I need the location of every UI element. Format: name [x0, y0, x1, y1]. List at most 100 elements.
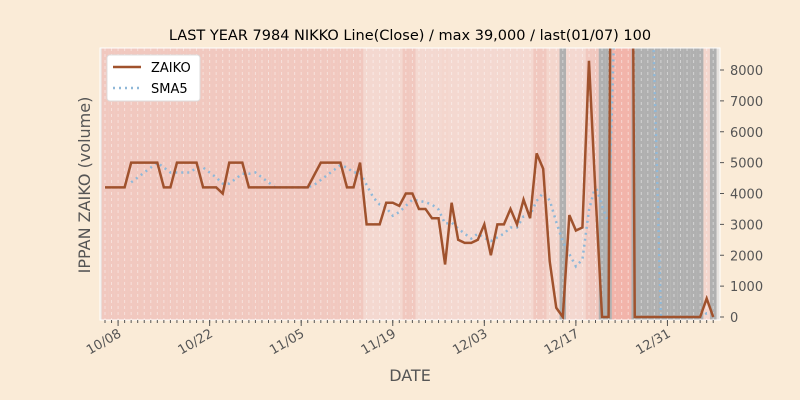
day-band	[670, 48, 678, 320]
day-band	[638, 48, 645, 320]
y-tick-label: 8000	[730, 64, 763, 79]
day-band	[297, 48, 305, 320]
legend: ZAIKO SMA5	[106, 54, 201, 102]
day-band	[317, 48, 325, 320]
day-band	[428, 48, 436, 320]
day-band	[546, 48, 554, 320]
day-band	[147, 48, 155, 320]
day-band	[552, 48, 560, 320]
day-band	[664, 48, 671, 320]
day-band	[657, 48, 665, 320]
day-band	[304, 48, 312, 320]
day-band	[369, 48, 377, 320]
day-band	[572, 48, 580, 320]
day-band	[402, 48, 410, 320]
x-tick-label: 11/05	[267, 326, 307, 358]
x-tick-label: 10/08	[84, 326, 124, 358]
day-band	[598, 48, 606, 320]
day-band	[611, 48, 619, 320]
sma5-line	[130, 48, 714, 319]
y-tick-label: 0	[730, 311, 738, 326]
day-band	[559, 48, 567, 320]
day-band	[376, 48, 384, 320]
day-band	[330, 48, 338, 320]
day-band	[101, 48, 109, 320]
day-band	[180, 48, 187, 320]
day-band	[454, 48, 462, 320]
day-band	[533, 48, 540, 320]
chart-title: LAST YEAR 7984 NIKKO Line(Close) / max 3…	[169, 28, 651, 44]
y-tick-label: 2000	[730, 249, 763, 264]
day-band	[134, 48, 142, 320]
day-band	[114, 48, 122, 320]
day-band	[206, 48, 213, 320]
day-band	[651, 48, 658, 320]
day-band	[311, 48, 318, 320]
day-band	[415, 48, 423, 320]
day-band	[448, 48, 455, 320]
day-band	[389, 48, 397, 320]
plot-frame	[99, 47, 721, 321]
day-band	[154, 48, 161, 320]
day-band	[677, 48, 684, 320]
x-tick-label: 12/03	[450, 326, 490, 358]
day-band	[278, 48, 285, 320]
y-axis-label: IPPAN ZAIKO (volume)	[75, 97, 94, 274]
day-band	[683, 48, 691, 320]
y-tick-label: 3000	[730, 218, 763, 233]
day-band	[507, 48, 514, 320]
day-band	[173, 48, 181, 320]
day-band	[435, 48, 442, 320]
day-band	[239, 48, 246, 320]
day-band	[232, 48, 240, 320]
day-band	[324, 48, 331, 320]
x-tick-label: 12/31	[633, 326, 673, 358]
zaiko-line	[105, 48, 715, 320]
x-tick-label: 10/22	[176, 326, 216, 358]
day-band	[382, 48, 390, 320]
day-band	[252, 48, 259, 320]
day-band	[271, 48, 279, 320]
y-tick-label: 4000	[730, 188, 763, 203]
day-band	[212, 48, 220, 320]
day-band	[337, 48, 344, 320]
day-band	[356, 48, 364, 320]
legend-zaiko-label: ZAIKO	[151, 61, 191, 76]
day-band	[703, 48, 711, 320]
day-band	[140, 48, 148, 320]
day-band	[441, 48, 449, 320]
day-band	[487, 48, 495, 320]
day-band	[265, 48, 272, 320]
x-tick-label: 12/17	[542, 326, 582, 358]
day-band	[585, 48, 593, 320]
day-band	[513, 48, 521, 320]
day-band	[291, 48, 298, 320]
day-band	[579, 48, 586, 320]
day-band	[696, 48, 704, 320]
day-band	[186, 48, 194, 320]
day-band	[526, 48, 534, 320]
day-band	[396, 48, 403, 320]
y-tick-label: 5000	[730, 157, 763, 172]
day-band	[481, 48, 488, 320]
day-band	[461, 48, 469, 320]
day-band	[193, 48, 200, 320]
y-tick-label: 1000	[730, 280, 763, 295]
day-band	[618, 48, 625, 320]
day-band	[422, 48, 429, 320]
y-tick-label: 7000	[730, 95, 763, 110]
day-band	[690, 48, 697, 320]
day-band	[409, 48, 416, 320]
day-band	[108, 48, 115, 320]
day-band	[520, 48, 527, 320]
day-band	[500, 48, 508, 320]
day-band	[474, 48, 482, 320]
day-band	[494, 48, 501, 320]
day-band	[284, 48, 292, 320]
day-band	[566, 48, 573, 320]
x-axis-label: DATE	[389, 366, 431, 385]
day-band	[127, 48, 135, 320]
x-tick-label: 11/19	[359, 326, 399, 358]
